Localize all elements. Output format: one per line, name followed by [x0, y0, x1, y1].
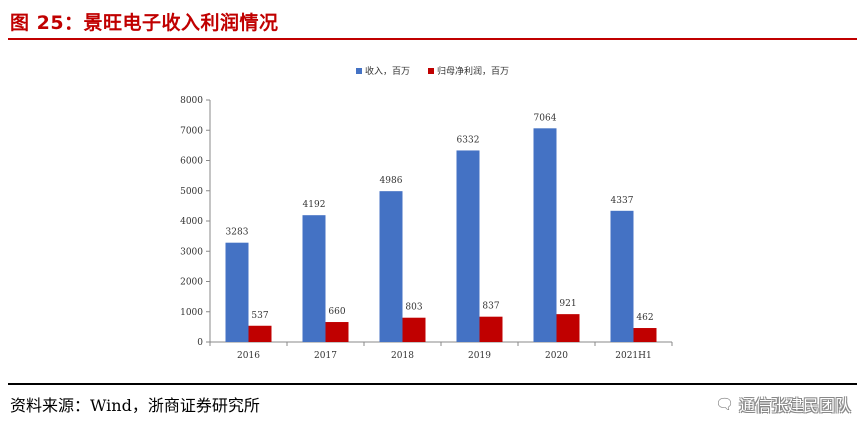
revenue-data-label: 4986	[380, 176, 403, 186]
x-tick-label: 2021H1	[615, 351, 651, 361]
watermark-text: 通信张建民团队	[738, 396, 851, 415]
x-tick-label: 2016	[237, 351, 260, 361]
x-tick-label: 2020	[545, 351, 568, 361]
profit-bar	[248, 325, 272, 342]
legend-swatch-profit	[428, 68, 434, 74]
legend-swatch-revenue	[356, 68, 362, 74]
y-tick-label: 6000	[180, 157, 203, 167]
profit-bar	[556, 314, 580, 342]
chat-bubble-icon: 🗨	[714, 395, 735, 413]
profit-bar	[402, 317, 426, 342]
watermark: 🗨 通信张建民团队	[715, 392, 851, 416]
revenue-data-label: 6332	[457, 135, 480, 145]
x-tick-label: 2018	[391, 351, 414, 361]
profit-data-label: 537	[251, 311, 268, 321]
revenue-bar	[456, 150, 480, 342]
y-tick-label: 7000	[180, 126, 203, 136]
profit-bar	[479, 316, 503, 342]
profit-data-label: 462	[636, 313, 653, 323]
y-axis: 0 1000 2000 3000 4000 5000 6000 7000 8000	[180, 96, 211, 348]
revenue-data-label: 4192	[303, 200, 326, 210]
profit-data-label: 660	[328, 307, 345, 317]
legend-label-revenue: 收入，百万	[365, 65, 410, 77]
y-tick-label: 4000	[180, 217, 203, 227]
revenue-bar	[302, 215, 326, 342]
legend: 收入，百万 归母净利润，百万	[356, 65, 509, 77]
revenue-bar	[379, 191, 403, 342]
x-tick-label: 2017	[314, 351, 337, 361]
y-tick-label: 0	[197, 338, 203, 348]
figure-title: 图 25：景旺电子收入利润情况	[10, 12, 279, 34]
y-tick-label: 5000	[180, 187, 203, 197]
revenue-data-label: 7064	[534, 113, 557, 123]
source-note: 资料来源：Wind，浙商证券研究所	[10, 396, 260, 415]
revenue-bar	[610, 210, 634, 342]
data-labels: 3283 537 4192 660 4986 803 6332 837 7064 921 4337 4…	[226, 113, 654, 323]
y-tick-label: 3000	[180, 247, 203, 257]
x-axis: 2016 2017 2018 2019 2020 2021H1	[209, 341, 673, 361]
x-tick-label: 2019	[468, 351, 491, 361]
profit-data-label: 837	[482, 302, 499, 312]
title-divider	[8, 38, 857, 40]
bars	[225, 128, 657, 342]
profit-data-label: 803	[405, 303, 422, 313]
profit-bar	[325, 322, 349, 342]
y-tick-label: 2000	[180, 278, 203, 288]
y-tick-label: 1000	[180, 308, 203, 318]
profit-bar	[633, 328, 657, 342]
revenue-data-label: 3283	[226, 228, 249, 238]
legend-label-profit: 归母净利润，百万	[437, 65, 509, 77]
revenue-bar	[225, 242, 249, 342]
footer-divider	[8, 383, 857, 385]
bar-chart: 收入，百万 归母净利润，百万 0 1000 2000 3000 4000 5000 6000 7…	[180, 65, 673, 361]
revenue-bar	[533, 128, 557, 342]
profit-data-label: 921	[559, 299, 576, 309]
y-tick-label: 8000	[180, 96, 203, 106]
revenue-data-label: 4337	[611, 196, 634, 206]
